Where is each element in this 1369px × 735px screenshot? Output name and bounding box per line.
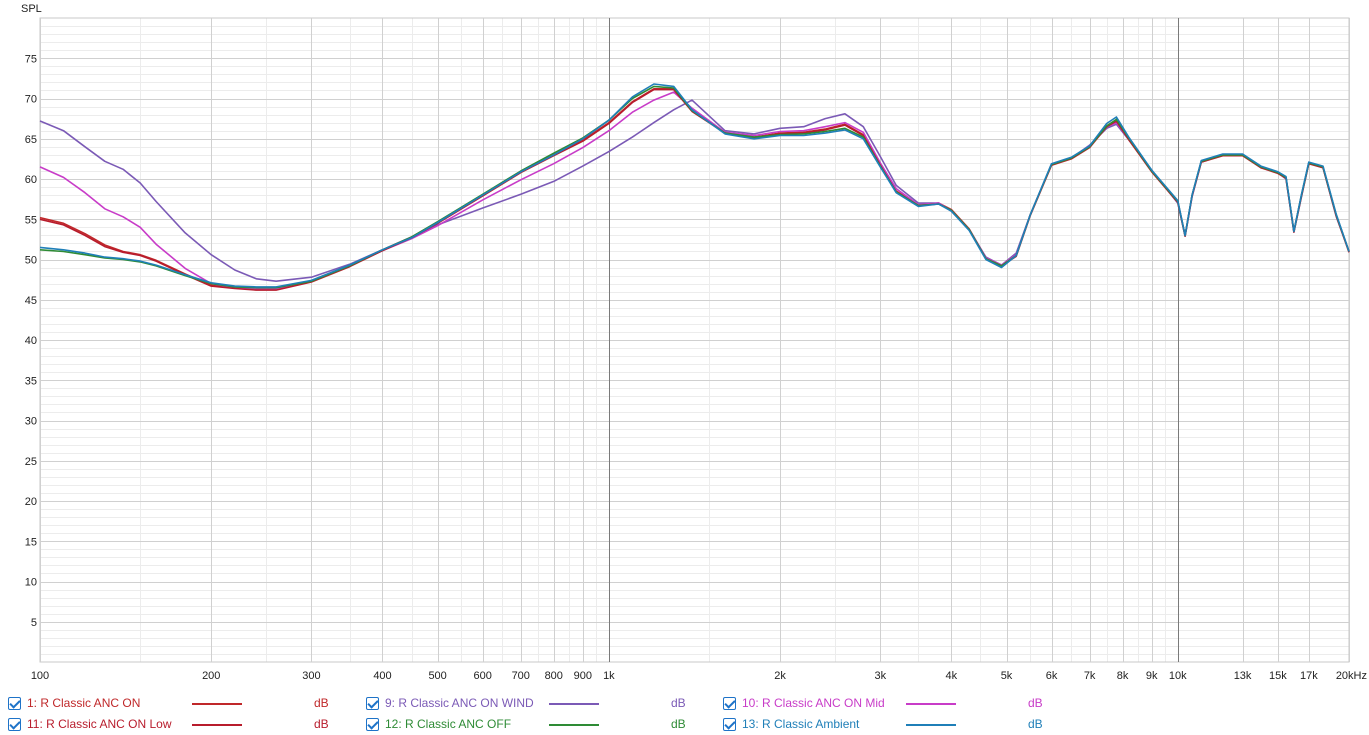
series-line-6 [39, 83, 1350, 288]
legend-unit: dB [314, 717, 329, 731]
x-tick-label: 800 [545, 670, 563, 682]
y-tick-label: 75 [25, 53, 37, 65]
legend-unit: dB [1028, 717, 1043, 731]
legend-label: 9: R Classic ANC ON WIND [385, 696, 534, 710]
legend-unit: dB [314, 696, 329, 710]
x-tick-label: 300 [302, 670, 320, 682]
y-tick-label: 40 [25, 335, 37, 347]
legend-checkbox[interactable] [723, 717, 736, 731]
y-tick-label: 55 [25, 214, 37, 226]
x-tick-label: 400 [373, 670, 391, 682]
legend-checkbox[interactable] [723, 696, 736, 710]
legend-unit: dB [671, 717, 686, 731]
x-tick-label: 200 [202, 670, 220, 682]
legend-item[interactable]: 13: R Classic Ambient [723, 715, 859, 733]
x-tick-label: 1k [603, 670, 615, 682]
y-tick-label: 60 [25, 174, 37, 186]
y-tick-labels: 5 10 15 20 25 30 35 40 45 50 55 60 65 70 75 [25, 53, 37, 629]
x-tick-label: 900 [574, 670, 592, 682]
x-tick-label: 8k [1117, 670, 1129, 682]
y-tick-label: 5 [31, 617, 37, 629]
frequency-response-chart: 100 200 300 400 500 600 700 800 900 1k 2k 3k 4k 5k 6k 7… [21, 3, 1367, 682]
x-tick-label: 2k [774, 670, 786, 682]
legend-item[interactable]: 10: R Classic ANC ON Mid [723, 694, 885, 712]
legend-checkbox[interactable] [366, 696, 379, 710]
legend-checkbox[interactable] [8, 717, 21, 731]
grid-major [39, 17, 1350, 663]
x-tick-label: 20kHz [1336, 670, 1367, 682]
legend-swatch [549, 703, 599, 705]
x-tick-label: 13k [1234, 670, 1252, 682]
y-tick-label: 65 [25, 134, 37, 146]
x-tick-label: 600 [473, 670, 491, 682]
legend-label: 1: R Classic ANC ON [27, 696, 141, 710]
x-tick-label: 10k [1169, 670, 1187, 682]
x-tick-label: 3k [874, 670, 886, 682]
x-tick-label: 15k [1269, 670, 1287, 682]
series-layer [39, 83, 1350, 291]
legend-item[interactable]: 12: R Classic ANC OFF [366, 715, 511, 733]
x-tick-label: 5k [1001, 670, 1013, 682]
x-tick-labels: 100 200 300 400 500 600 700 800 900 1k 2k 3k 4k 5k 6k 7… [31, 670, 1367, 682]
y-tick-label: 25 [25, 456, 37, 468]
legend-label: 10: R Classic ANC ON Mid [742, 696, 885, 710]
y-tick-label: 70 [25, 94, 37, 106]
legend-item[interactable]: 1: R Classic ANC ON [8, 694, 140, 712]
x-tick-label: 4k [946, 670, 958, 682]
legend-unit: dB [671, 696, 686, 710]
y-tick-label: 10 [25, 577, 37, 589]
x-tick-label: 17k [1300, 670, 1318, 682]
legend-label: 11: R Classic ANC ON Low [27, 717, 172, 731]
x-tick-label: 700 [512, 670, 530, 682]
y-tick-label: 15 [25, 536, 37, 548]
x-tick-label: 100 [31, 670, 49, 682]
y-tick-label: 45 [25, 295, 37, 307]
legend-swatch [906, 724, 956, 726]
legend-swatch [192, 703, 242, 705]
x-tick-label: 6k [1046, 670, 1058, 682]
y-axis-label: SPL [21, 3, 42, 15]
legend-swatch [906, 703, 956, 705]
legend-label: 12: R Classic ANC OFF [385, 717, 512, 731]
y-tick-label: 20 [25, 496, 37, 508]
legend-unit: dB [1028, 696, 1043, 710]
legend-swatch [549, 724, 599, 726]
legend-checkbox[interactable] [8, 696, 21, 710]
legend-label: 13: R Classic Ambient [742, 717, 860, 731]
legend: 1: R Classic ANC ON dB 9: R Classic ANC ON… [0, 690, 1369, 735]
x-tick-label: 7k [1084, 670, 1096, 682]
legend-swatch [192, 724, 242, 726]
y-tick-label: 35 [25, 375, 37, 387]
y-tick-label: 50 [25, 255, 37, 267]
x-tick-label: 500 [428, 670, 446, 682]
y-tick-label: 30 [25, 416, 37, 428]
legend-item[interactable]: 11: R Classic ANC ON Low [8, 715, 172, 733]
x-tick-label: 9k [1146, 670, 1158, 682]
legend-item[interactable]: 9: R Classic ANC ON WIND [366, 694, 534, 712]
legend-checkbox[interactable] [366, 717, 379, 731]
